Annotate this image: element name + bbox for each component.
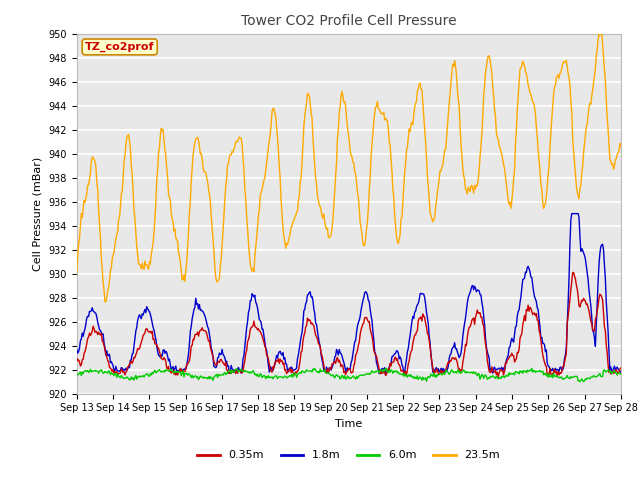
Title: Tower CO2 Profile Cell Pressure: Tower CO2 Profile Cell Pressure (241, 14, 456, 28)
Y-axis label: Cell Pressure (mBar): Cell Pressure (mBar) (33, 156, 43, 271)
X-axis label: Time: Time (335, 419, 362, 429)
Legend: 0.35m, 1.8m, 6.0m, 23.5m: 0.35m, 1.8m, 6.0m, 23.5m (193, 446, 504, 465)
Text: TZ_co2prof: TZ_co2prof (85, 42, 154, 52)
